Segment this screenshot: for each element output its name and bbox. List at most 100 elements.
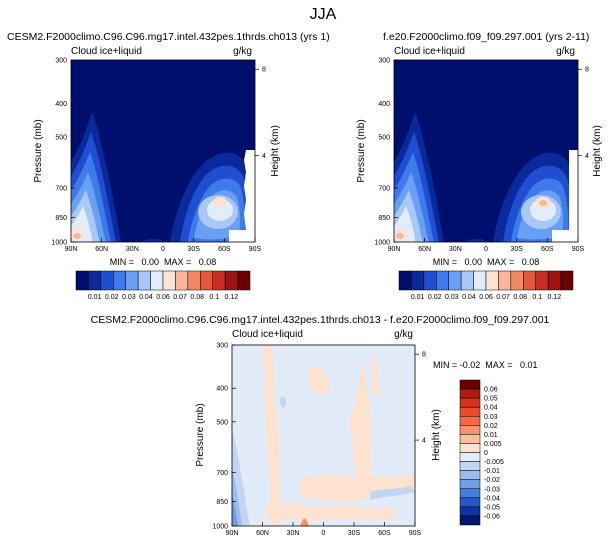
panel-diff-colorbar-swatch — [459, 452, 481, 462]
panel-left-case: CESM2.F2000climo.C96.C96.mg17.intel.432p… — [7, 31, 330, 43]
panel-diff-colorbar-label: 0.03 — [484, 414, 498, 421]
panel-right-colorbar-swatch — [411, 270, 425, 291]
panel-diff-y-axis: 300 400 500 700 850 1000 — [212, 343, 236, 531]
panel-right-ytick-label: 400 — [378, 101, 390, 108]
panel-left: CESM2.F2000climo.C96.C96.mg17.intel.432p… — [7, 31, 330, 301]
panel-left-colorbar-swatch — [224, 270, 238, 291]
panel-left-y2label: Height (km) — [270, 125, 281, 177]
panel-right-colorbar-label: 0.08 — [513, 294, 527, 301]
panel-right-colorbar-swatch — [436, 270, 449, 291]
panel-diff-field — [232, 345, 415, 526]
panel-left-variable: Cloud ice+liquid — [71, 46, 142, 57]
panel-diff-x-axis: 90N 60N 30N 0 30S 60S 90S — [226, 522, 422, 537]
panel-right-xtick-label: 90S — [572, 246, 585, 253]
panel-left-colorbar-label: 0.02 — [105, 294, 119, 301]
panel-left-colorbar-label: 0.12 — [225, 294, 239, 301]
panel-diff-ytick-label: 1000 — [212, 524, 228, 531]
panel-right-ytick-label: 700 — [378, 186, 390, 193]
panel-left-y2tick-label: 8 — [262, 67, 266, 74]
panel-diff-colorbar-swatch — [459, 506, 481, 517]
panel-left-ytick-label: 1000 — [51, 240, 67, 247]
panel-diff-ytick-label: 700 — [216, 470, 228, 477]
panel-diff-colorbar-label: 0.01 — [484, 432, 498, 439]
panel-left-field — [71, 60, 255, 242]
panel-left-y-axis: 300 400 500 700 850 1000 — [51, 58, 75, 247]
panel-right-colorbar-swatch — [535, 270, 549, 291]
panel-diff-colorbar-swatch — [459, 470, 481, 480]
panel-left-xtick-label: 30S — [187, 246, 200, 253]
panel-right-colorbar-label: 0.04 — [462, 294, 476, 301]
panel-right-colorbar-swatch — [498, 270, 512, 291]
panel-diff-ytick-label: 300 — [216, 343, 228, 350]
panel-right-ytick-label: 500 — [378, 135, 390, 142]
panel-diff-colorbar-label: 0.06 — [484, 387, 498, 394]
panel-diff-case: CESM2.F2000climo.C96.C96.mg17.intel.432p… — [91, 314, 550, 326]
panel-right-y-axis: 300 400 500 700 850 1000 — [374, 58, 398, 247]
panel-diff-colorbar-label: -0.03 — [484, 486, 500, 493]
panel-right-colorbar-swatch — [448, 270, 462, 291]
panel-diff-colorbar-label: -0.04 — [484, 495, 500, 502]
panel-right-colorbar-swatch — [423, 270, 437, 291]
panel-diff-xtick-label: 30S — [348, 530, 361, 537]
panel-diff-colorbar-swatch — [459, 461, 481, 471]
panel-diff-y2tick-label: 8 — [422, 352, 426, 359]
panel-diff-colorbar-label: 0 — [484, 450, 488, 457]
panel-right-xtick-label: 60N — [418, 246, 431, 253]
panel-diff-xtick-label: 30N — [287, 530, 300, 537]
panel-right-colorbar-swatch — [560, 270, 574, 291]
panel-right: f.e20.F2000climo.f09_f09.297.001 (yrs 2-… — [356, 31, 603, 301]
panel-right-colorbar-label: 0.12 — [548, 294, 562, 301]
panel-right-xtick-label: 0 — [484, 246, 488, 253]
panel-right-stats: MIN = 0.00 MAX = 0.08 — [433, 257, 540, 267]
panel-left-ytick-label: 500 — [55, 135, 67, 142]
panel-diff-colorbar-label: 0.005 — [484, 441, 502, 448]
panel-diff: CESM2.F2000climo.C96.C96.mg17.intel.432p… — [91, 314, 550, 537]
panel-right-case: f.e20.F2000climo.f09_f09.297.001 (yrs 2-… — [383, 31, 589, 43]
panel-diff-ytick-label: 400 — [216, 386, 228, 393]
panel-left-xtick-label: 60N — [95, 246, 108, 253]
panel-diff-xtick-label: 90N — [226, 530, 239, 537]
panel-left-units: g/kg — [233, 46, 252, 57]
panel-right-colorbar-swatch — [510, 270, 524, 291]
panel-diff-variable: Cloud ice+liquid — [232, 329, 303, 340]
panel-left-xtick-label: 90S — [249, 246, 262, 253]
panel-right-x-axis: 90N 60N 30N 0 30S 60S 90S — [388, 238, 585, 253]
panel-right-colorbar-label: 0.01 — [411, 294, 425, 301]
panel-left-colorbar-label: 0.1 — [209, 294, 219, 301]
panel-right-colorbar-swatch — [485, 270, 499, 291]
panel-diff-colorbar-label: -0.01 — [484, 468, 500, 475]
panel-left-colorbar: 0.01 0.02 0.03 0.04 0.06 0.07 0.08 0.1 0.12 — [75, 270, 251, 301]
panel-right-field — [394, 60, 578, 242]
panel-left-colorbar-swatch — [200, 270, 213, 291]
panel-right-colorbar: 0.01 0.02 0.03 0.04 0.06 0.07 0.08 0.1 0.12 — [398, 270, 574, 301]
panel-left-colorbar-swatch — [100, 270, 114, 291]
panel-right-ytick-label: 1000 — [374, 240, 390, 247]
panel-left-colorbar-label: 0.07 — [173, 294, 187, 301]
panel-diff-colorbar-label: 0.02 — [484, 423, 498, 430]
panel-diff-xtick-label: 90S — [409, 530, 422, 537]
panel-left-colorbar-swatch — [75, 270, 89, 291]
panel-diff-ytick-label: 500 — [216, 419, 228, 426]
panel-right-xtick-label: 30S — [510, 246, 523, 253]
panel-left-colorbar-label: 0.06 — [156, 294, 170, 301]
panel-right-colorbar-swatch — [547, 270, 561, 291]
panel-diff-colorbar-label: -0.06 — [484, 513, 500, 520]
panel-right-y2label: Height (km) — [592, 125, 603, 177]
panel-left-colorbar-label: 0.01 — [88, 294, 102, 301]
panel-left-ytick-label: 300 — [55, 58, 67, 65]
panel-right-colorbar-swatch — [523, 270, 536, 291]
panel-diff-xtick-label: 0 — [322, 530, 326, 537]
panel-left-colorbar-swatch — [125, 270, 139, 291]
panel-diff-colorbar-swatch — [459, 479, 481, 489]
panel-diff-ytick-label: 850 — [216, 499, 228, 506]
panel-left-ylabel: Pressure (mb) — [33, 119, 44, 182]
panel-diff-units: g/kg — [394, 329, 413, 340]
panel-diff-y2-axis: 84 — [415, 352, 426, 445]
panel-right-colorbar-label: 0.02 — [428, 294, 442, 301]
panel-diff-colorbar-label: -0.05 — [484, 504, 500, 511]
panel-left-y2-axis: 84 — [255, 67, 266, 160]
panel-diff-colorbar-swatch — [459, 434, 481, 444]
panel-diff-colorbar-label: -0.02 — [484, 477, 500, 484]
panel-diff-stats: MIN = -0.02 MAX = 0.01 — [433, 360, 538, 370]
panel-right-units: g/kg — [556, 46, 575, 57]
